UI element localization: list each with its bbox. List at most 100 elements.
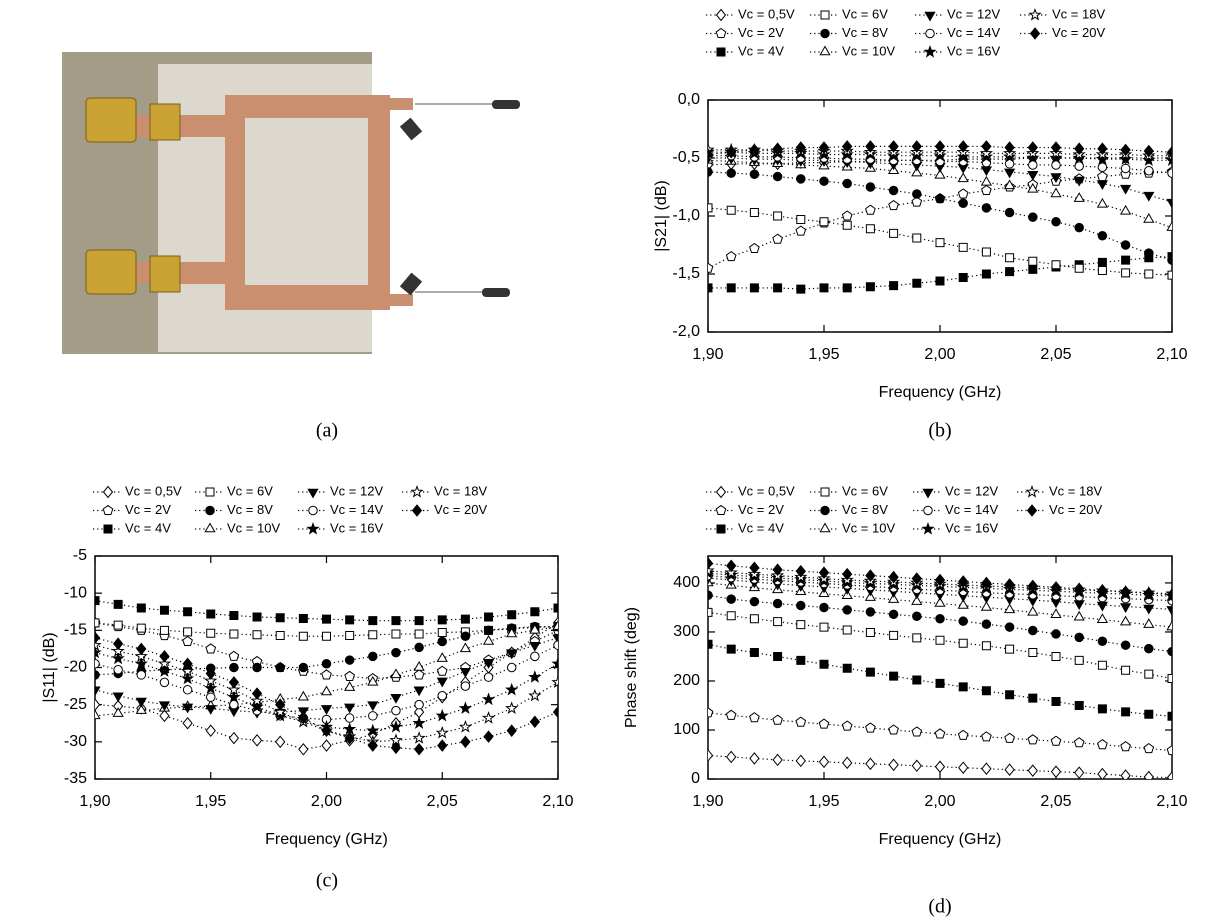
data-point [552,705,558,719]
data-point [320,705,333,715]
data-point [819,659,829,669]
y-tick-label: -35 [64,770,87,787]
data-point [136,642,147,656]
data-point [795,754,806,768]
data-point [981,269,991,279]
data-point [551,675,558,689]
data-point [460,735,471,749]
data-point [796,620,806,630]
data-point [273,708,287,722]
data-point [1095,152,1110,165]
data-point [887,593,900,603]
data-point [529,623,541,634]
data-point [795,225,807,236]
caption: (a) [316,420,338,442]
data-point [818,718,830,729]
data-point [182,657,193,671]
data-point [888,570,899,584]
data-point [1050,765,1062,778]
data-point [1004,732,1015,743]
legend-marker [205,487,215,497]
data-point [412,731,426,744]
data-point [865,627,875,637]
data-point [436,652,448,662]
legend-marker [307,488,319,499]
data-point [275,735,286,749]
data-point [227,690,241,703]
data-point [935,678,945,688]
legend: Vc = 0,5V Vc = 2V Vc = 4V Vc = 6V Vc = 8V Vc … [706,6,1105,58]
data-point [749,242,760,254]
plot-area [708,140,1172,294]
data-point [437,628,447,638]
data-point [1074,632,1084,643]
legend-marker [925,28,935,39]
data-point [935,613,945,624]
data-point [344,670,355,681]
data-point [437,739,448,752]
data-point [182,685,193,695]
data-point [912,233,922,243]
y-axis-label: Phase shift (deg) [623,607,640,728]
data-point [1167,270,1172,280]
data-point [726,145,737,159]
data-point [1074,142,1085,156]
data-point [437,636,448,647]
data-point [344,731,355,745]
data-point [865,282,875,292]
data-point [980,600,993,611]
legend-marker [923,45,937,58]
x-tick-label: 2,05 [1040,793,1071,810]
legend-label: Vc = 20V [434,502,487,517]
data-point [911,595,923,605]
data-point [1166,145,1172,159]
data-point [981,686,991,696]
data-point [726,205,736,215]
data-point [818,141,830,154]
legend-label: Vc = 18V [434,483,487,498]
data-point [1120,163,1131,174]
data-point [414,629,424,639]
legend-label: Vc = 14V [947,25,1000,40]
data-point [182,716,193,730]
data-point [553,640,558,650]
data-point [368,630,378,640]
legend-label: Vc = 14V [945,502,998,517]
data-point [726,559,737,573]
data-point [1143,586,1154,600]
data-point [1097,170,1108,182]
y-tick-label: -1,0 [672,207,700,224]
data-point [957,172,969,183]
series-line [95,626,558,717]
legend-marker [820,10,830,20]
data-point [95,686,101,697]
data-point [749,169,760,179]
copper-traces [130,95,413,310]
x-tick-label: 2,00 [924,346,955,363]
data-point [1028,264,1038,274]
data-point [205,705,217,715]
bias-wires [415,103,492,293]
data-point [934,728,946,739]
varactors [399,100,520,297]
data-point [95,659,100,669]
data-point [413,742,425,756]
data-point [1144,709,1154,719]
data-point [865,204,876,215]
data-point [1121,707,1131,717]
data-point [842,756,853,770]
data-point [482,634,495,645]
data-point [1074,766,1085,779]
data-point [865,140,876,153]
y-tick-label: -20 [64,659,87,676]
data-point [1049,151,1063,164]
data-point [934,760,946,774]
data-point [437,615,447,625]
data-point [1119,603,1132,613]
data-point [95,618,100,628]
data-point [252,612,262,622]
data-point [506,724,517,737]
data-point [958,242,968,252]
data-point [1002,149,1017,163]
data-point [505,701,519,715]
